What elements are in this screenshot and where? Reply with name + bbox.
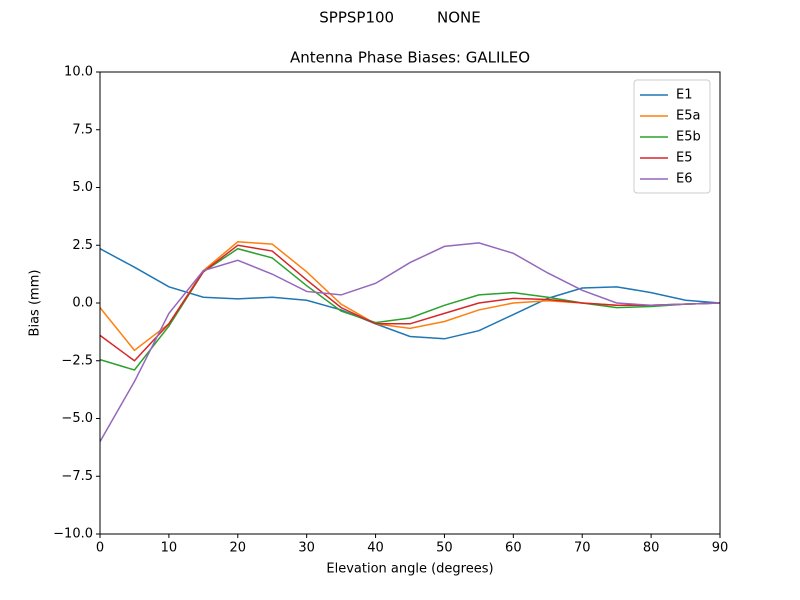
x-tick-label: 50	[436, 541, 453, 556]
suptitle: SPPSP100 NONE	[319, 9, 480, 27]
y-tick-label: 5.0	[72, 180, 93, 195]
legend-label: E1	[676, 88, 693, 103]
y-tick-label: 0.0	[72, 296, 93, 311]
y-tick-label: 10.0	[64, 65, 93, 80]
chart-title: Antenna Phase Biases: GALILEO	[290, 49, 530, 67]
y-tick-label: 2.5	[72, 238, 93, 253]
x-tick-label: 60	[505, 541, 522, 556]
y-tick-label: −5.0	[61, 411, 93, 426]
x-tick-label: 80	[643, 541, 660, 556]
y-axis-label: Bias (mm)	[28, 270, 43, 337]
x-tick-label: 0	[96, 541, 104, 556]
y-tick-label: −7.5	[61, 469, 93, 484]
series-line	[99, 241, 721, 352]
legend-label: E5a	[676, 109, 700, 124]
legend-label: E5b	[676, 130, 701, 145]
x-tick-label: 90	[712, 541, 729, 556]
x-tick-label: 30	[298, 541, 315, 556]
x-tick-label: 20	[230, 541, 247, 556]
x-tick-label: 10	[161, 541, 178, 556]
y-tick-label: −2.5	[61, 353, 93, 368]
legend-label: E6	[676, 172, 693, 187]
legend-box	[633, 79, 711, 194]
x-tick-label: 40	[367, 541, 384, 556]
y-tick-label: 7.5	[72, 122, 93, 137]
series-line	[99, 248, 721, 340]
series-line	[99, 242, 721, 442]
x-axis-label: Elevation angle (degrees)	[326, 562, 493, 577]
series-line	[99, 247, 721, 371]
legend-label: E5	[676, 151, 693, 166]
y-tick-label: −10.0	[53, 527, 93, 542]
plot-frame	[99, 71, 721, 535]
x-tick-label: 70	[574, 541, 591, 556]
